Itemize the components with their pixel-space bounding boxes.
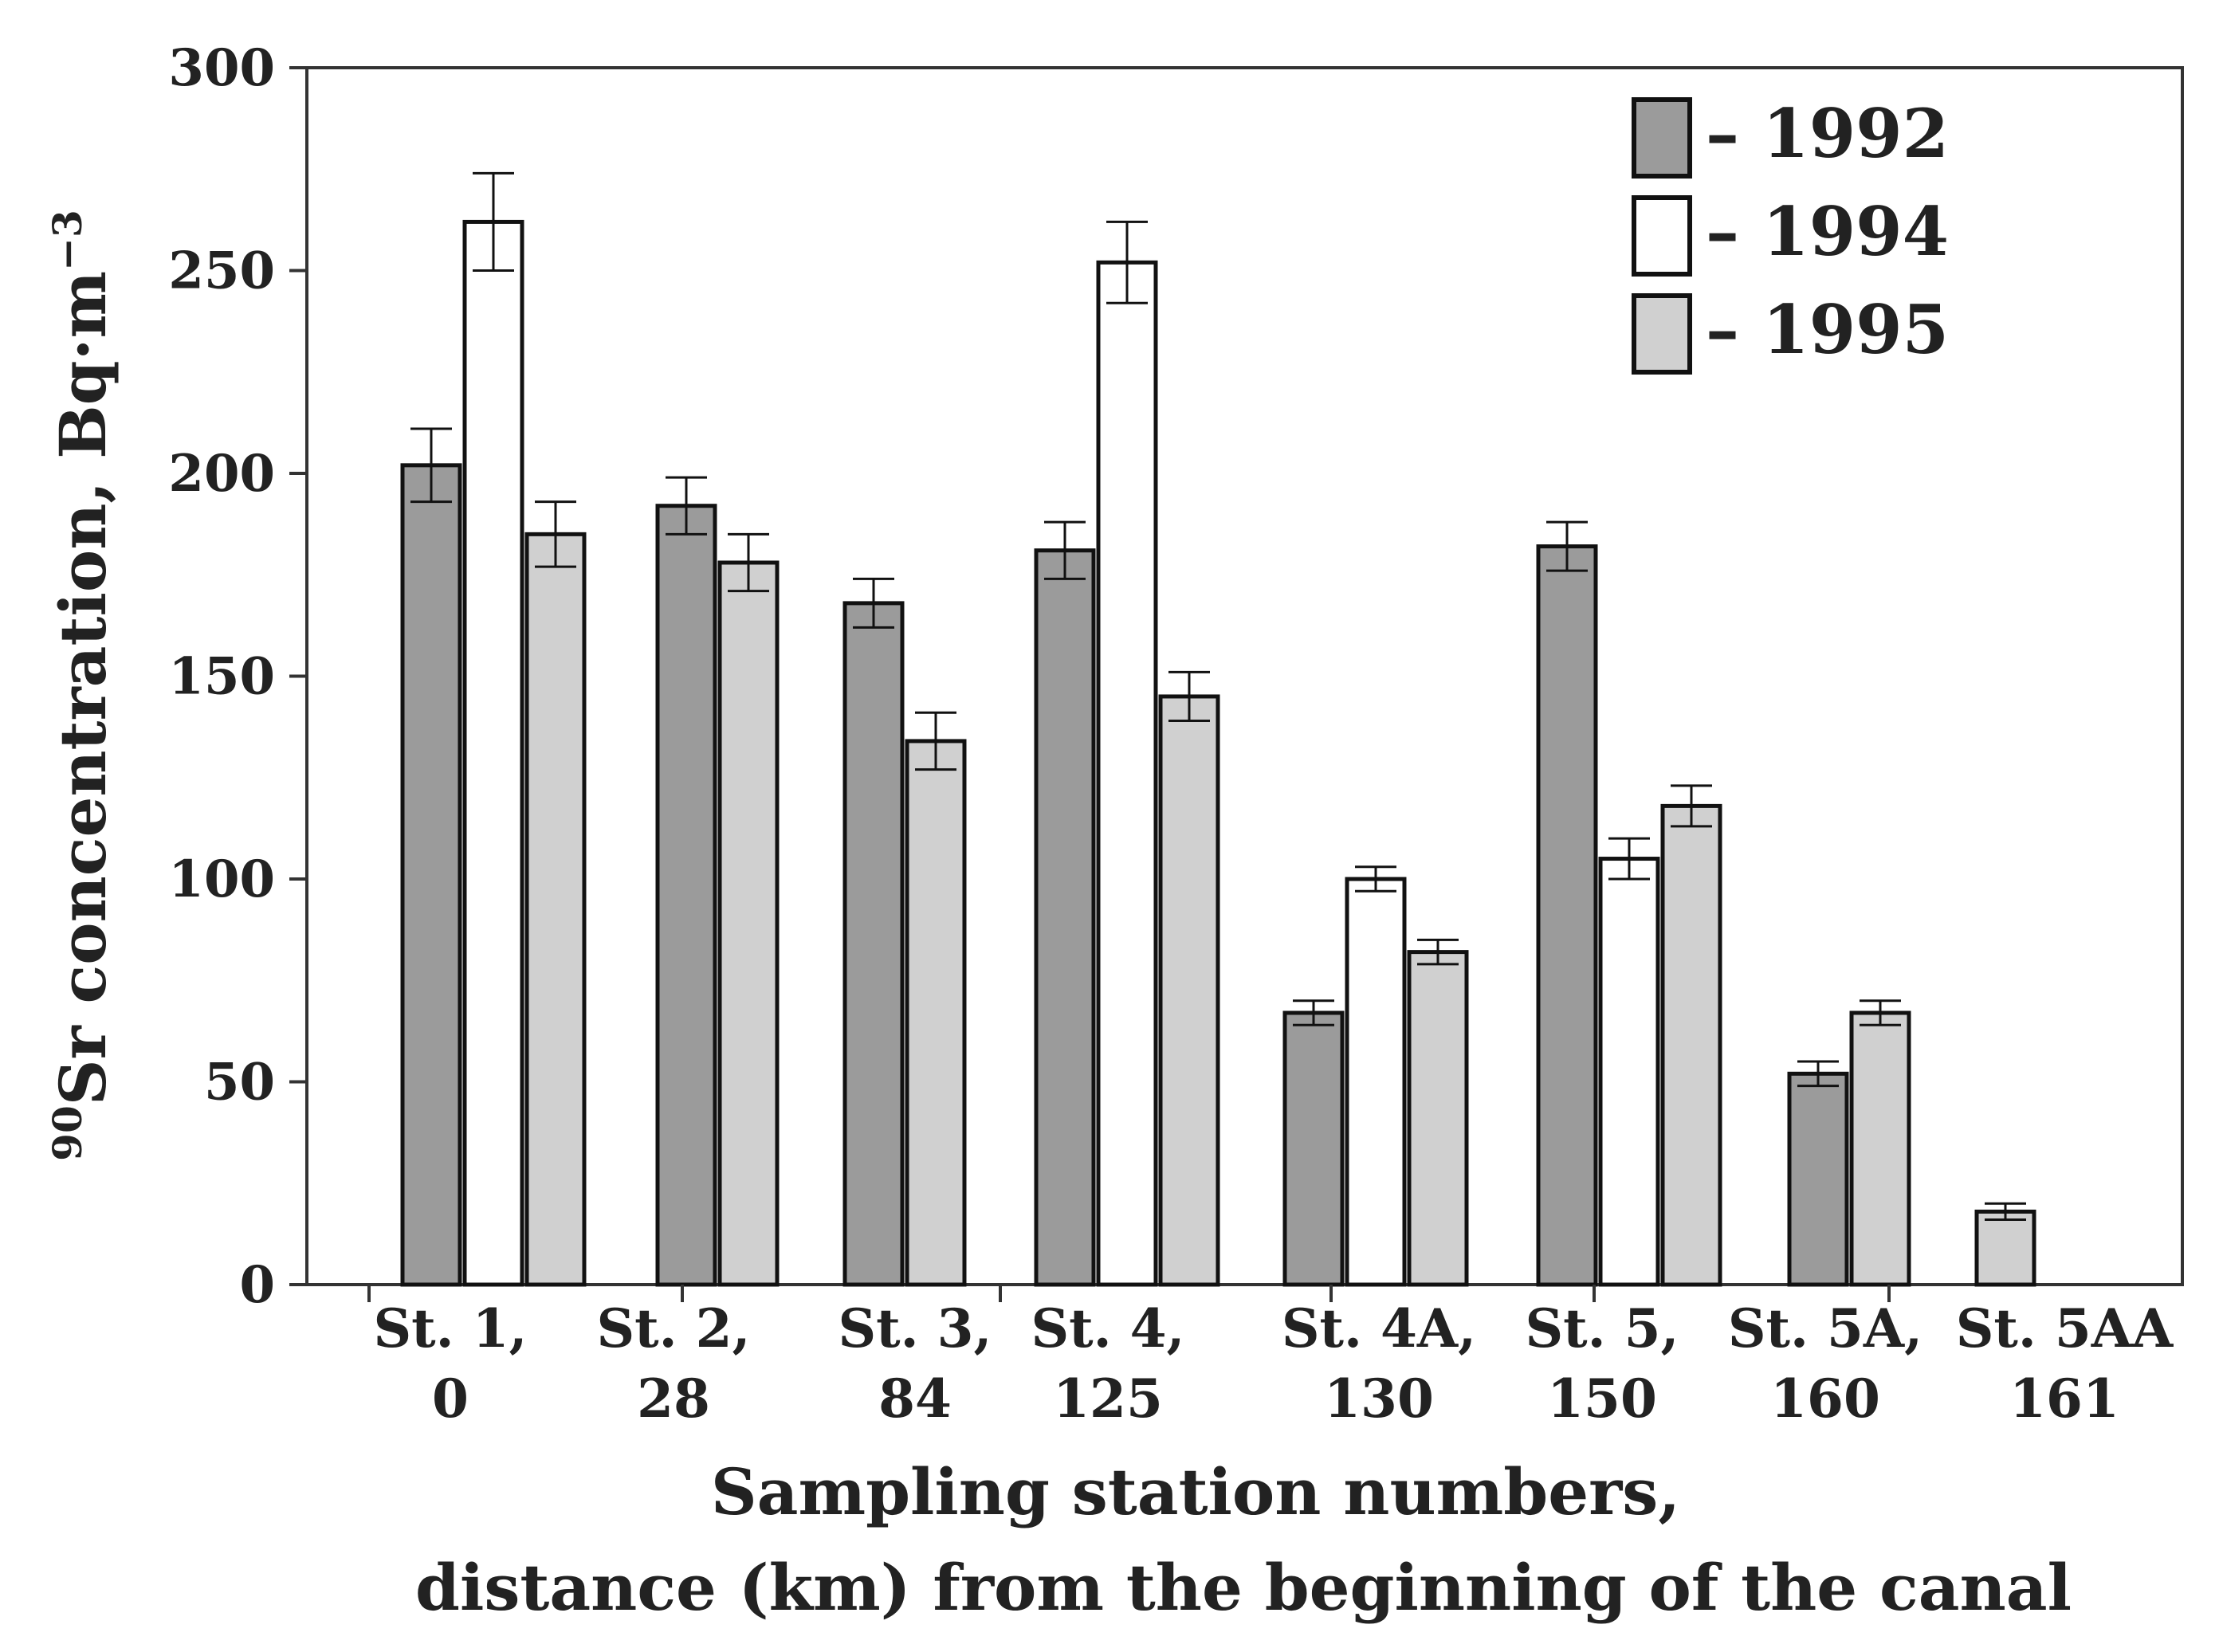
- error-bar-1995-5: [1417, 938, 1459, 966]
- error-bar-1992-6: [1546, 520, 1588, 572]
- x-tick-label-1: St. 1, 0: [373, 1297, 527, 1430]
- bar-1995-4: [1158, 694, 1220, 1287]
- legend-swatch: [1632, 293, 1692, 375]
- x-tick-label-2: St. 2, 28: [596, 1297, 750, 1430]
- legend-label: – 1992: [1706, 94, 1949, 173]
- bar-1992-2: [655, 504, 717, 1287]
- x-tick-label-7: St. 5A, 160: [1728, 1297, 1922, 1430]
- error-bar-1995-7: [1860, 999, 1901, 1026]
- bar-1995-7: [1849, 1010, 1911, 1287]
- error-bar-1992-2: [666, 476, 707, 536]
- x-tick-label-4: St. 4, 125: [1031, 1297, 1184, 1430]
- x-tick-label-5: St. 4A, 130: [1282, 1297, 1476, 1430]
- legend-swatch: [1632, 195, 1692, 277]
- error-bar-1992-4: [1044, 520, 1086, 580]
- legend: – 1992 – 1994 – 1995: [1632, 94, 1949, 375]
- error-bar-1994-5: [1355, 865, 1396, 893]
- legend-label: – 1995: [1706, 290, 1949, 369]
- y-tick-label: 100: [168, 850, 275, 909]
- x-tick-label-3: St. 3, 84: [838, 1297, 992, 1430]
- error-bar-1995-4: [1168, 670, 1210, 722]
- y-tick-label: 250: [168, 241, 275, 301]
- y-tick-label: 150: [168, 647, 275, 707]
- error-bar-1994-1: [473, 171, 514, 272]
- x-tick-label-6: St. 5, 150: [1525, 1297, 1679, 1430]
- bar-1994-4: [1096, 260, 1158, 1287]
- error-bar-1992-1: [410, 427, 452, 504]
- y-tick-label: 50: [204, 1053, 275, 1112]
- y-axis-title: 90Sr concentration, Bq·m−3: [44, 210, 120, 1161]
- bar-1992-3: [842, 601, 905, 1287]
- error-bar-1994-4: [1106, 220, 1148, 304]
- bar-1992-4: [1034, 548, 1096, 1287]
- bar-1995-6: [1660, 803, 1722, 1287]
- x-axis: St. 1, 0 St. 2, 28 St. 3, 84 St. 4, 125 St. 4A, 1…: [367, 1285, 2174, 1430]
- bar-1994-5: [1345, 877, 1407, 1287]
- legend-item-1992: – 1992: [1632, 94, 1949, 179]
- error-bar-1995-3: [915, 711, 956, 771]
- bars-group: [400, 171, 2036, 1287]
- error-bar-1995-1: [535, 500, 576, 568]
- bar-1995-8: [1974, 1209, 2036, 1287]
- y-tick-label: 300: [168, 38, 275, 98]
- bar-1992-1: [400, 463, 462, 1287]
- error-bar-1995-2: [728, 532, 769, 593]
- x-axis-title-line-1: Sampling station numbers,: [711, 1454, 1680, 1529]
- bar-1992-7: [1787, 1071, 1849, 1287]
- bar-1992-5: [1282, 1010, 1345, 1287]
- bar-1992-6: [1536, 544, 1598, 1287]
- error-bar-1992-3: [853, 577, 894, 629]
- bar-1994-6: [1598, 857, 1660, 1287]
- error-bar-1992-7: [1797, 1060, 1839, 1088]
- legend-swatch: [1632, 97, 1692, 179]
- error-bar-1995-6: [1671, 784, 1712, 828]
- legend-item-1995: – 1995: [1632, 290, 1949, 375]
- error-bar-1994-6: [1608, 837, 1650, 881]
- legend-label: – 1994: [1706, 192, 1949, 271]
- y-tick-label: 0: [239, 1255, 275, 1315]
- error-bar-1995-8: [1985, 1202, 2026, 1222]
- x-tick-label-8: St. 5AA 161: [1956, 1297, 2174, 1430]
- y-tick-label: 200: [168, 444, 275, 504]
- bar-1995-1: [524, 532, 587, 1287]
- bar-1995-5: [1407, 950, 1469, 1287]
- error-bar-1992-5: [1293, 999, 1334, 1026]
- y-axis: 0 50 100 150 200 250 300: [168, 38, 307, 1315]
- x-axis-title-line-2: distance (km) from the beginning of the …: [415, 1550, 2072, 1625]
- bar-1995-3: [905, 739, 967, 1287]
- bar-1994-1: [462, 219, 524, 1287]
- legend-item-1994: – 1994: [1632, 192, 1949, 277]
- bar-1995-2: [717, 560, 780, 1287]
